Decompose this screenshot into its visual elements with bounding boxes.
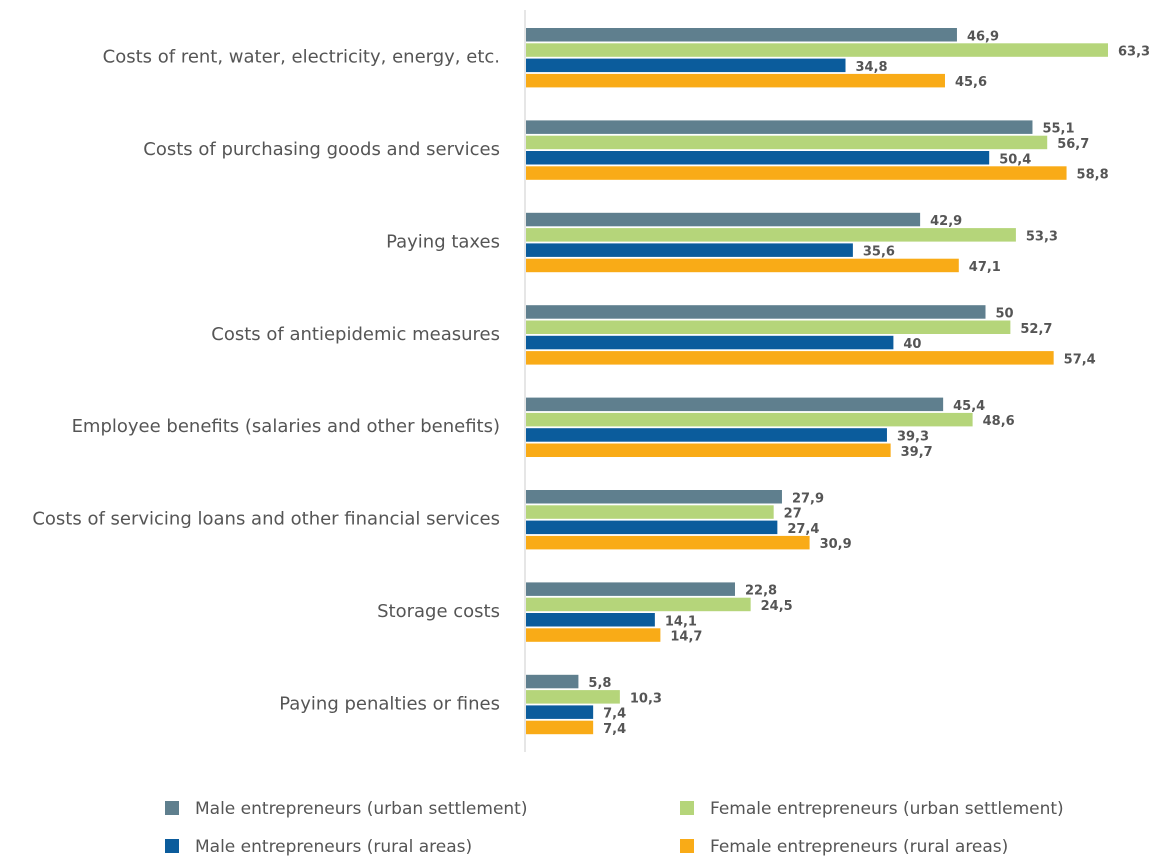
data-label: 27 — [784, 507, 802, 522]
bar — [526, 28, 957, 42]
legend-swatch — [165, 839, 179, 853]
bar — [526, 690, 620, 704]
data-label: 56,7 — [1057, 137, 1089, 152]
bar — [526, 320, 1011, 334]
data-label: 14,7 — [670, 630, 702, 645]
data-label: 27,9 — [792, 491, 824, 506]
data-label: 57,4 — [1064, 352, 1096, 367]
bar — [526, 397, 944, 412]
bar — [526, 135, 1048, 150]
data-label: 14,1 — [665, 614, 697, 629]
data-label: 22,8 — [745, 584, 777, 599]
data-label: 46,9 — [967, 29, 999, 44]
data-label: 58,8 — [1077, 168, 1109, 183]
data-label: 35,6 — [863, 245, 895, 260]
data-label: 39,3 — [897, 429, 929, 444]
data-label: 30,9 — [820, 537, 852, 552]
bar — [526, 351, 1054, 365]
bar — [526, 705, 594, 719]
bar — [526, 120, 1033, 134]
data-label: 50,4 — [999, 152, 1031, 167]
data-label: 45,6 — [955, 75, 987, 90]
legend-swatch — [165, 801, 179, 815]
data-label: 39,7 — [901, 445, 933, 460]
category-label: Paying penalties or fines — [279, 693, 500, 714]
bar — [526, 443, 891, 457]
bar — [526, 582, 735, 596]
bar — [526, 212, 921, 227]
legend-swatch — [680, 801, 694, 815]
bar — [526, 520, 778, 535]
bar — [526, 535, 810, 550]
data-label: 34,8 — [856, 60, 888, 75]
bar — [526, 228, 1016, 242]
data-label: 24,5 — [761, 599, 793, 614]
data-label: 52,7 — [1020, 322, 1052, 337]
category-label: Paying taxes — [386, 231, 500, 252]
data-label: 5,8 — [588, 676, 611, 691]
bar — [526, 674, 579, 689]
bar — [526, 151, 990, 165]
bar — [526, 490, 782, 504]
bar — [526, 412, 973, 427]
category-label: Costs of antiepidemic measures — [211, 324, 500, 345]
legend-label: Male entrepreneurs (rural areas) — [195, 837, 472, 857]
bar — [526, 73, 945, 88]
bar — [526, 43, 1108, 57]
bar — [526, 305, 986, 319]
category-label: Employee benefits (salaries and other be… — [72, 416, 500, 437]
bar — [526, 628, 661, 642]
bar — [526, 58, 846, 73]
bar — [526, 258, 959, 273]
data-label: 42,9 — [930, 214, 962, 229]
legend-label: Male entrepreneurs (urban settlement) — [195, 799, 527, 819]
data-label: 47,1 — [969, 260, 1001, 275]
category-label: Costs of servicing loans and other finan… — [32, 509, 500, 530]
bar — [526, 613, 655, 627]
bar — [526, 720, 594, 735]
category-label: Costs of purchasing goods and services — [143, 139, 500, 160]
data-label: 7,4 — [603, 722, 626, 737]
category-label: Storage costs — [377, 601, 500, 622]
data-label: 50 — [996, 306, 1014, 321]
data-label: 27,4 — [787, 522, 819, 537]
bar — [526, 166, 1067, 180]
data-label: 53,3 — [1026, 229, 1058, 244]
bar — [526, 428, 887, 442]
legend-label: Female entrepreneurs (rural areas) — [710, 837, 1008, 857]
data-label: 45,4 — [953, 399, 985, 414]
data-label: 48,6 — [983, 414, 1015, 429]
data-label: 63,3 — [1118, 45, 1150, 60]
data-label: 40 — [903, 337, 921, 352]
category-label: Costs of rent, water, electricity, energ… — [103, 47, 500, 68]
legend-label: Female entrepreneurs (urban settlement) — [710, 799, 1064, 819]
bar — [526, 597, 751, 612]
data-label: 10,3 — [630, 691, 662, 706]
data-label: 55,1 — [1042, 122, 1074, 137]
data-label: 7,4 — [603, 707, 626, 722]
bar — [526, 335, 894, 350]
legend-swatch — [680, 839, 694, 853]
bar — [526, 505, 774, 519]
bar — [526, 243, 853, 257]
